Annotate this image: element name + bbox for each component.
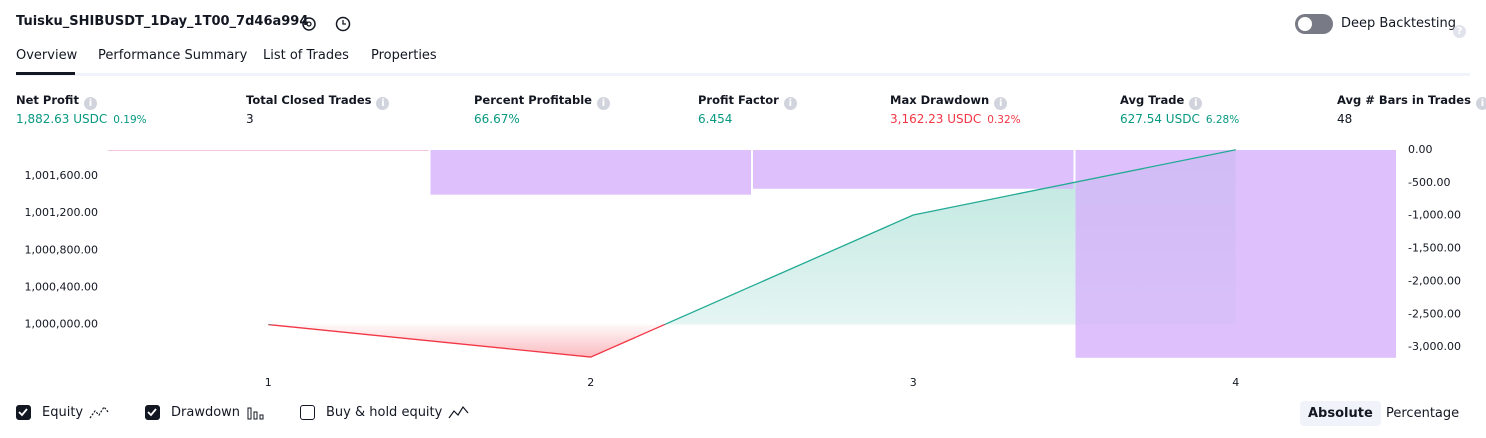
info-icon[interactable]: i — [596, 97, 610, 110]
check — [18, 408, 28, 417]
metric-label: Profit Factor i — [698, 93, 797, 110]
x-tick-label: 1 — [265, 376, 272, 389]
y-tick-label: 1,000,800.00 — [25, 243, 98, 256]
metric-label-text: Avg Trade — [1120, 93, 1185, 107]
y-tick-label: 1,000,400.00 — [25, 280, 98, 293]
x-tick-label: 2 — [587, 376, 594, 389]
info-icon[interactable]: i — [783, 97, 797, 110]
info-icon[interactable]: i — [1189, 97, 1203, 110]
y2-tick-label: -1,500.00 — [1408, 242, 1461, 255]
metric-value: 3,162.23 USDC 0.32% — [890, 112, 1021, 126]
check — [147, 408, 157, 417]
toggle-label: Drawdown — [171, 405, 241, 420]
metric-value-text: 6.454 — [698, 112, 733, 126]
drawdown-bar — [430, 150, 751, 195]
metric-label-text: Total Closed Trades — [246, 93, 372, 107]
alert-icon[interactable] — [335, 16, 351, 32]
metric-value-text: 1,882.63 USDC — [16, 112, 108, 126]
series-icon — [89, 405, 110, 419]
checkbox[interactable] — [145, 405, 160, 420]
toggle-label: Buy & hold equity — [326, 405, 443, 420]
help-icon[interactable]: ? — [1453, 25, 1466, 38]
tab[interactable]: List of Trades — [263, 48, 349, 63]
metric-label: Max Drawdown i — [890, 93, 1008, 110]
metric-percent: 0.19% — [113, 114, 147, 126]
metric-value-text: 3,162.23 USDC — [890, 112, 982, 126]
view-button[interactable]: Absolute — [1300, 401, 1381, 426]
drawdown-bar — [108, 150, 429, 151]
metric-value: 627.54 USDC 6.28% — [1120, 112, 1239, 126]
toggle-label: Equity — [42, 405, 84, 420]
equity-area — [268, 149, 1236, 358]
checkbox[interactable] — [300, 405, 315, 420]
info-icon[interactable]: i — [376, 97, 390, 110]
y-tick-label: 1,001,600.00 — [25, 169, 98, 182]
metric-percent: 0.32% — [987, 114, 1021, 126]
metric-value: 1,882.63 USDC 0.19% — [16, 112, 147, 126]
settings-icon[interactable] — [302, 17, 316, 31]
info-icon[interactable]: i — [994, 97, 1008, 110]
metric-label-text: Percent Profitable — [474, 93, 592, 107]
metric-label: Percent Profitable i — [474, 93, 610, 110]
tab[interactable]: Properties — [371, 48, 437, 63]
strategy-title: Tuisku_SHIBUSDT_1Day_1T00_7d46a994 — [16, 14, 309, 29]
x-tick-label: 4 — [1232, 376, 1239, 389]
tab[interactable]: Performance Summary — [98, 48, 248, 63]
metric-label: Avg Trade i — [1120, 93, 1203, 110]
deep-backtesting-toggle[interactable] — [1295, 14, 1333, 34]
metric-value-text: 627.54 USDC — [1120, 112, 1200, 126]
metric-label: Net Profit i — [16, 93, 97, 110]
y2-tick-label: -1,000.00 — [1408, 209, 1461, 222]
info-icon[interactable]: i — [83, 97, 97, 110]
metric-label-text: Net Profit — [16, 93, 79, 107]
x-tick-label: 3 — [910, 376, 917, 389]
metric-value-text: 3 — [246, 112, 254, 126]
metric-value: 6.454 — [698, 112, 732, 126]
checkbox[interactable] — [16, 405, 31, 420]
y2-tick-label: 0.00 — [1408, 143, 1433, 156]
tab[interactable]: Overview — [16, 48, 78, 63]
metric-label-text: Profit Factor — [698, 93, 779, 107]
metric-label-text: Max Drawdown — [890, 93, 990, 107]
metric-value-text: 66.67% — [474, 112, 520, 126]
metric-label-text: Avg # Bars in Trades — [1337, 93, 1471, 107]
drawdown-bar — [1075, 150, 1396, 358]
metric-percent: 6.28% — [1205, 114, 1240, 126]
equity-line — [268, 149, 1236, 358]
toggle-label: Deep Backtesting — [1341, 16, 1457, 31]
metric-value-text: 48 — [1337, 112, 1353, 126]
metric-value: 66.67% — [474, 112, 520, 126]
metric-value: 3 — [246, 112, 254, 126]
y2-tick-label: -2,000.00 — [1408, 274, 1461, 287]
info-icon[interactable]: i — [1475, 97, 1486, 110]
metric-value: 48 — [1337, 112, 1352, 126]
series-icon — [448, 405, 469, 419]
series-icon — [247, 407, 264, 420]
active-tab-underline — [16, 72, 75, 75]
y-tick-label: 1,000,000.00 — [25, 318, 98, 331]
drawdown-bar — [753, 150, 1074, 189]
y2-tick-label: -3,000.00 — [1408, 340, 1461, 353]
y2-tick-label: -2,500.00 — [1408, 307, 1461, 320]
y2-tick-label: -500.00 — [1408, 176, 1450, 189]
y-tick-label: 1,001,200.00 — [25, 206, 98, 219]
tab-divider — [16, 73, 1470, 76]
title-icons — [302, 16, 351, 32]
chart: 1,000,000.00 1,000,400.00 1,000,800.00 1,00… — [25, 143, 1461, 389]
view-button[interactable]: Percentage — [1386, 406, 1460, 421]
metric-label: Total Closed Trades i — [246, 93, 390, 110]
metric-label: Avg # Bars in Trades i — [1337, 93, 1486, 110]
